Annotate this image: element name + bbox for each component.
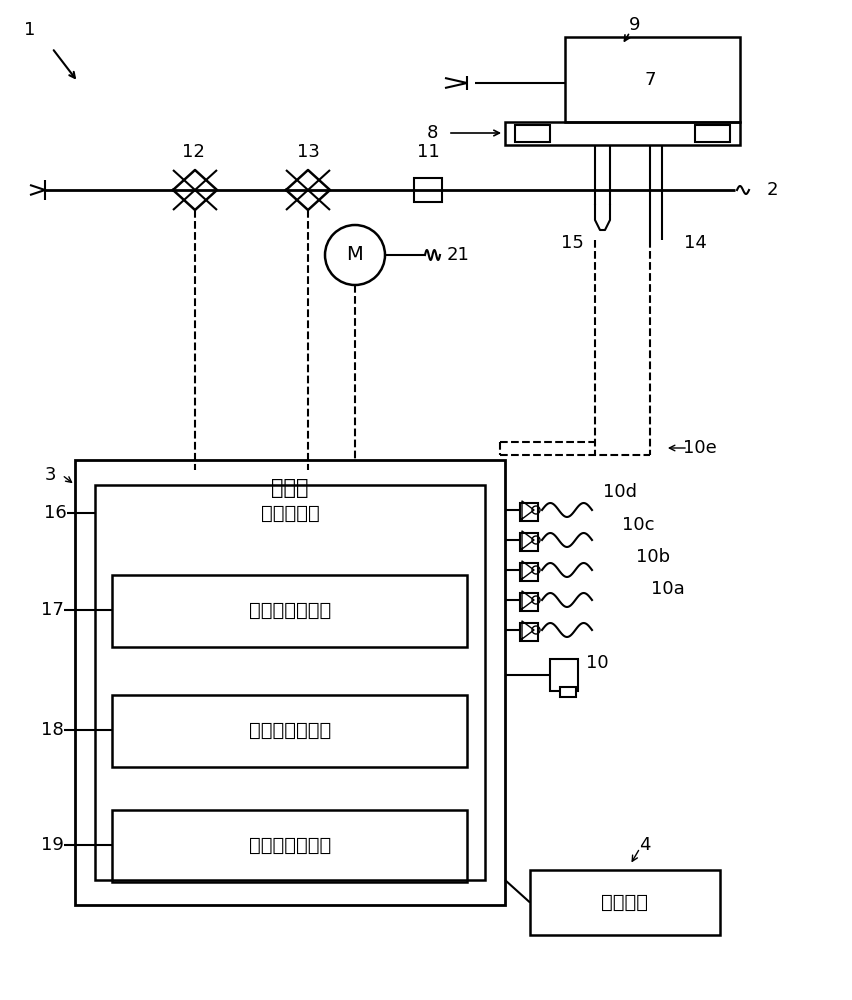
Text: 14: 14 [682,234,705,252]
Text: 10: 10 [585,654,607,672]
Bar [520,503,538,521]
Bar [520,533,538,551]
Text: 10e: 10e [682,439,716,457]
Bar [515,125,550,142]
Text: M: M [346,245,363,264]
Text: 3: 3 [44,466,55,484]
Text: 10c: 10c [621,516,653,534]
Text: 1: 1 [25,21,36,39]
Bar [529,870,719,935]
Bar [112,810,466,882]
Bar [75,460,504,905]
Bar [112,575,466,647]
Text: 18: 18 [41,721,63,739]
Text: 21: 21 [446,246,469,264]
Bar [694,125,729,142]
Text: 10a: 10a [650,580,684,598]
Text: 12: 12 [181,143,204,161]
Text: 4: 4 [638,836,650,854]
Text: 位置显示控制部: 位置显示控制部 [249,600,331,619]
Text: 10d: 10d [602,483,636,501]
Bar [520,593,538,611]
Bar [520,563,538,581]
Text: 温度范围设定部: 温度范围设定部 [249,720,331,740]
Text: 火力控制部: 火力控制部 [261,504,319,522]
Text: 控制器: 控制器 [271,478,308,498]
Text: 15: 15 [560,234,583,252]
Bar [520,623,538,641]
Text: 11: 11 [416,143,439,161]
Text: 8: 8 [426,124,437,142]
Text: 7: 7 [643,71,655,89]
Bar [504,122,740,145]
Text: 10b: 10b [636,548,670,566]
Text: 2: 2 [765,181,777,199]
Text: 火力等级选择部: 火力等级选择部 [249,836,331,854]
Bar [550,659,578,691]
Bar [560,687,575,697]
Bar [95,485,485,880]
Bar [112,695,466,767]
Text: 19: 19 [41,836,63,854]
Bar [564,37,740,122]
Text: 16: 16 [43,504,66,522]
Text: 17: 17 [41,601,63,619]
Text: 13: 13 [296,143,319,161]
Bar [413,178,441,202]
Text: 9: 9 [629,16,640,34]
Text: 操作面板: 操作面板 [601,893,648,912]
